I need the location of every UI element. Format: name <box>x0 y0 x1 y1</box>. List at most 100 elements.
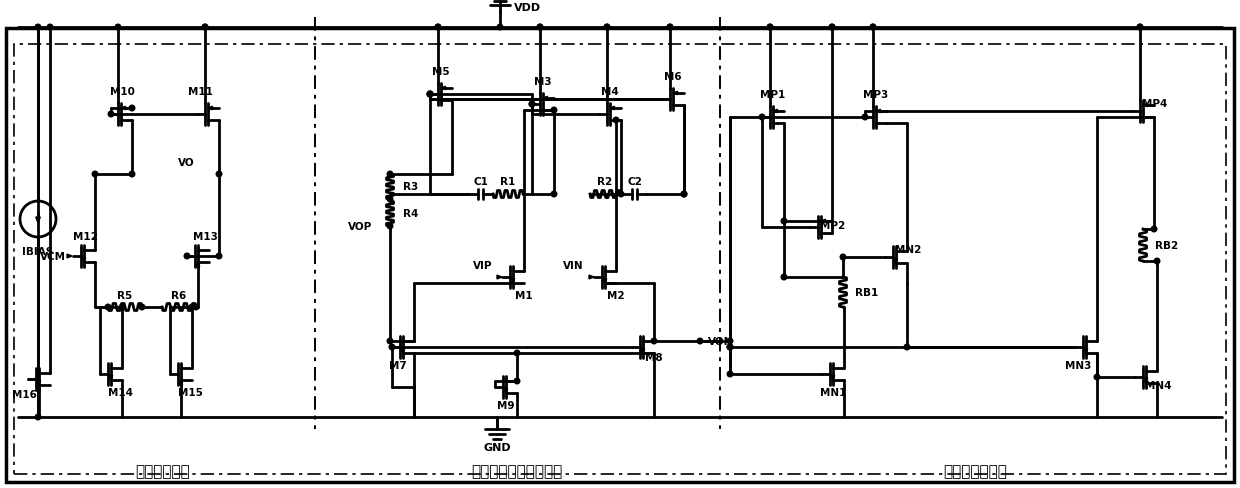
Circle shape <box>604 25 610 31</box>
Polygon shape <box>208 107 212 110</box>
Circle shape <box>108 112 114 118</box>
Circle shape <box>727 339 733 344</box>
Text: MP4: MP4 <box>1142 99 1168 109</box>
Polygon shape <box>505 389 507 393</box>
Text: VCM: VCM <box>40 251 66 262</box>
Text: M8: M8 <box>645 352 663 362</box>
Text: M16: M16 <box>11 389 36 399</box>
Text: MN3: MN3 <box>1065 360 1091 370</box>
Text: MP1: MP1 <box>760 90 786 100</box>
Text: M2: M2 <box>608 290 625 301</box>
Circle shape <box>529 102 534 107</box>
Text: VOP: VOP <box>347 222 372 231</box>
Text: R3: R3 <box>403 182 418 192</box>
Circle shape <box>830 25 835 31</box>
Polygon shape <box>122 107 125 110</box>
Circle shape <box>428 92 433 98</box>
Text: MN4: MN4 <box>1145 380 1172 390</box>
Text: VIN: VIN <box>563 261 584 270</box>
Circle shape <box>139 305 145 310</box>
Circle shape <box>202 25 208 31</box>
Circle shape <box>47 25 53 31</box>
Text: M14: M14 <box>108 387 133 397</box>
Circle shape <box>681 192 687 197</box>
Polygon shape <box>1143 104 1147 107</box>
Circle shape <box>667 25 673 31</box>
Circle shape <box>105 305 110 310</box>
Circle shape <box>1137 25 1143 31</box>
Polygon shape <box>36 218 40 224</box>
Polygon shape <box>773 110 777 114</box>
Circle shape <box>604 25 610 31</box>
Text: RB2: RB2 <box>1154 241 1178 250</box>
Text: MP2: MP2 <box>821 221 846 230</box>
Circle shape <box>681 192 687 197</box>
Circle shape <box>830 25 835 31</box>
Text: GND: GND <box>484 442 511 452</box>
Circle shape <box>781 219 787 224</box>
Text: MN2: MN2 <box>895 244 921 254</box>
Circle shape <box>537 25 543 31</box>
Circle shape <box>727 371 733 377</box>
Text: VDD: VDD <box>515 3 541 13</box>
Polygon shape <box>641 349 645 353</box>
Polygon shape <box>109 376 113 380</box>
Text: IBIAS: IBIAS <box>22 246 53 257</box>
Circle shape <box>202 25 208 31</box>
Circle shape <box>216 172 222 178</box>
Text: VON: VON <box>708 336 733 346</box>
Circle shape <box>552 108 557 114</box>
Polygon shape <box>610 107 615 110</box>
Polygon shape <box>1084 349 1087 353</box>
Polygon shape <box>37 381 41 385</box>
Polygon shape <box>67 255 72 258</box>
Text: M9: M9 <box>497 400 515 410</box>
Polygon shape <box>543 97 548 101</box>
Circle shape <box>862 115 868 121</box>
Text: R5: R5 <box>118 290 133 301</box>
Circle shape <box>781 275 787 280</box>
Circle shape <box>768 25 773 31</box>
Circle shape <box>216 254 222 259</box>
Polygon shape <box>831 376 835 380</box>
Text: 防闩锁保护电路: 防闩锁保护电路 <box>944 464 1007 479</box>
Circle shape <box>651 339 657 344</box>
Circle shape <box>387 197 393 203</box>
Polygon shape <box>441 87 445 91</box>
Polygon shape <box>82 258 86 263</box>
Text: M15: M15 <box>177 387 202 397</box>
Text: C2: C2 <box>627 177 642 186</box>
Circle shape <box>667 25 673 31</box>
Circle shape <box>870 25 875 31</box>
Circle shape <box>428 92 433 98</box>
Text: M12: M12 <box>73 231 98 242</box>
Polygon shape <box>821 220 826 223</box>
Circle shape <box>428 92 433 98</box>
Text: M3: M3 <box>534 77 552 87</box>
Polygon shape <box>589 276 594 279</box>
Circle shape <box>387 224 393 229</box>
Text: MN1: MN1 <box>820 387 846 397</box>
Circle shape <box>614 118 619 123</box>
Polygon shape <box>875 110 880 114</box>
Circle shape <box>435 25 440 31</box>
Circle shape <box>185 254 190 259</box>
Text: VO: VO <box>179 158 195 168</box>
Polygon shape <box>604 279 606 284</box>
Text: M4: M4 <box>601 87 619 97</box>
Text: R6: R6 <box>171 290 187 301</box>
Circle shape <box>619 192 624 197</box>
Text: M1: M1 <box>515 290 533 301</box>
Circle shape <box>759 115 765 121</box>
Text: M10: M10 <box>109 87 134 97</box>
Text: 主差分运算放大器电路: 主差分运算放大器电路 <box>471 464 563 479</box>
Text: 共模反馈电路: 共模反馈电路 <box>135 464 191 479</box>
Circle shape <box>1151 227 1157 232</box>
Polygon shape <box>511 279 515 284</box>
Circle shape <box>389 345 394 350</box>
Text: R2: R2 <box>598 177 613 186</box>
Text: RB1: RB1 <box>856 287 878 297</box>
Circle shape <box>193 305 198 310</box>
Circle shape <box>387 339 393 344</box>
Polygon shape <box>402 349 404 353</box>
